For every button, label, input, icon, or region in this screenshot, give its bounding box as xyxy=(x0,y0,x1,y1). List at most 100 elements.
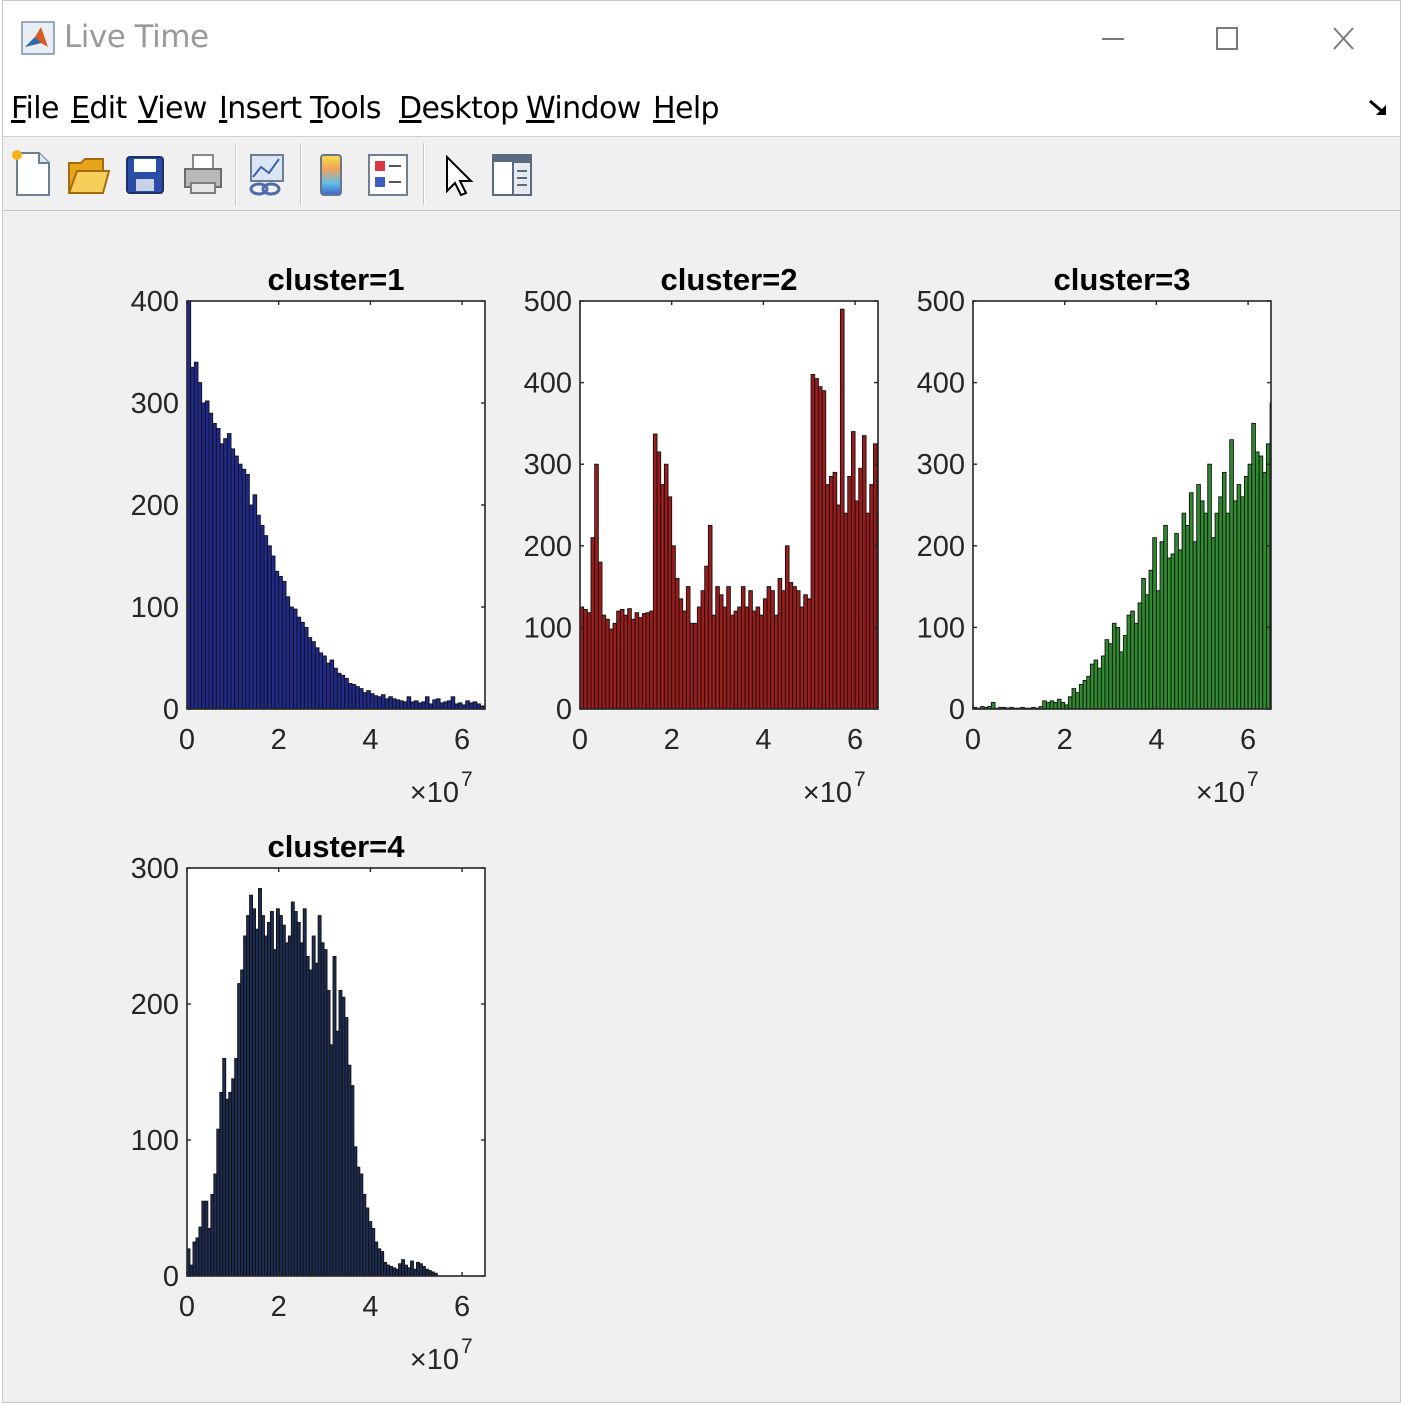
histogram-bar xyxy=(1254,451,1260,710)
insert-colorbar-button[interactable] xyxy=(309,147,355,199)
histogram-bar xyxy=(215,428,221,710)
histogram-bar xyxy=(1203,512,1209,710)
y-tick-label: 200 xyxy=(131,490,179,522)
histogram-bar xyxy=(373,695,379,710)
histogram-bar xyxy=(817,386,823,710)
histogram-bar xyxy=(340,674,346,710)
histogram-bar xyxy=(223,438,228,710)
histogram-bar xyxy=(300,621,305,710)
x-exponent-power: 7 xyxy=(461,1335,473,1358)
histogram-bar xyxy=(1119,651,1124,710)
y-tick-label: 500 xyxy=(917,286,965,318)
histogram-bar xyxy=(351,684,357,710)
histogram-bar xyxy=(292,608,298,710)
toolbar-separator xyxy=(423,143,425,205)
histogram-cluster-4[interactable]: 0 100 200 300 0 2 4 6 ×10 7 cluster=4 xyxy=(113,828,513,1398)
x-exponent-label: ×10 xyxy=(410,1344,459,1376)
histogram-bar xyxy=(1258,455,1264,710)
histogram-bar xyxy=(773,614,779,710)
property-inspector-button[interactable] xyxy=(489,147,535,199)
histogram-cluster-1[interactable]: 0 100 200 300 400 0 2 4 6 ×10 7 cluster=1 xyxy=(113,261,513,831)
menu-view[interactable]: View xyxy=(138,91,207,126)
menu-insert[interactable]: Insert xyxy=(219,91,302,126)
histogram-bar xyxy=(704,565,709,710)
y-tick-label: 300 xyxy=(131,853,179,885)
menu-edit[interactable]: Edit xyxy=(71,91,127,126)
save-icon xyxy=(126,156,164,194)
x-tick-label: 2 xyxy=(1057,724,1073,756)
histogram-bar xyxy=(1155,590,1161,710)
y-tick-label: 100 xyxy=(131,1125,179,1157)
print-button[interactable] xyxy=(181,147,227,199)
histogram-bar xyxy=(1093,659,1099,710)
histogram-bar xyxy=(248,504,254,710)
minimize-button[interactable] xyxy=(1084,11,1142,67)
histogram-bar xyxy=(810,373,816,710)
histogram-cluster-3[interactable]: 0 100 200 300 400 500 0 2 4 6 ×10 7 cluster=3 xyxy=(899,261,1299,831)
histogram-bar xyxy=(237,463,243,710)
save-button[interactable] xyxy=(123,147,169,199)
insert-legend-button[interactable] xyxy=(365,147,411,199)
histogram-bar xyxy=(1192,541,1198,710)
menu-tools[interactable]: Tools xyxy=(310,91,382,126)
y-tick-label: 0 xyxy=(163,1261,179,1293)
menu-desktop[interactable]: Desktop xyxy=(399,91,519,126)
histogram-bar xyxy=(682,610,687,710)
histogram-bar xyxy=(465,700,470,710)
histogram-bar xyxy=(1232,500,1238,710)
x-tick-label: 0 xyxy=(179,724,195,756)
y-tick-label: 200 xyxy=(917,531,965,563)
histogram-bar xyxy=(803,594,808,710)
y-tick-label: 200 xyxy=(524,531,572,563)
histogram-bar xyxy=(1214,512,1220,710)
histogram-bar xyxy=(1111,622,1117,710)
histogram-bar xyxy=(1163,524,1168,710)
histogram-bar xyxy=(685,586,691,710)
link-plot-button[interactable] xyxy=(243,147,289,199)
edit-plot-button[interactable] xyxy=(435,147,481,199)
close-button[interactable] xyxy=(1315,11,1373,67)
histogram-bar xyxy=(285,596,291,710)
histogram-bar xyxy=(1141,577,1146,710)
histogram-bar xyxy=(1207,463,1212,710)
histogram-bar xyxy=(1174,533,1179,710)
y-tick-label: 100 xyxy=(917,612,965,644)
histogram-bar xyxy=(384,698,390,710)
histogram-bar xyxy=(634,612,640,710)
x-tick-label: 0 xyxy=(179,1291,195,1323)
open-file-button[interactable] xyxy=(65,147,111,199)
histogram-bar xyxy=(296,616,302,710)
histogram-bar xyxy=(678,598,684,710)
histogram-bar xyxy=(259,524,265,710)
histogram-bar xyxy=(850,431,856,710)
histogram-bar xyxy=(344,677,349,710)
dock-arrow-icon[interactable] xyxy=(1366,95,1392,121)
histogram-bar xyxy=(347,683,353,710)
histogram-bar xyxy=(788,582,794,710)
histogram-bar xyxy=(828,475,834,710)
histogram-bar xyxy=(583,608,588,710)
histogram-cluster-2[interactable]: 0 100 200 300 400 500 0 2 4 6 ×10 7 cluster=2 xyxy=(506,261,906,831)
histogram-bar xyxy=(362,692,368,710)
menu-file[interactable]: File xyxy=(11,91,59,126)
menu-window[interactable]: Window xyxy=(526,91,641,126)
menu-help[interactable]: Help xyxy=(653,91,720,126)
maximize-button[interactable] xyxy=(1199,11,1257,67)
x-tick-label: 6 xyxy=(847,724,863,756)
y-tick-label: 0 xyxy=(556,694,572,726)
histogram-bar xyxy=(468,702,474,710)
x-tick-label: 6 xyxy=(1240,724,1256,756)
histogram-bar xyxy=(700,590,706,710)
histogram-bar xyxy=(263,535,269,710)
histogram-bar xyxy=(689,622,695,710)
chart-title: cluster=1 xyxy=(267,262,404,297)
x-tick-label: 2 xyxy=(271,724,287,756)
y-tick-label: 300 xyxy=(131,388,179,420)
histogram-bar xyxy=(814,378,819,710)
new-figure-button[interactable] xyxy=(9,147,55,199)
histogram-bar xyxy=(707,524,713,710)
y-tick-label: 0 xyxy=(163,694,179,726)
histogram-bar xyxy=(1122,635,1128,710)
histogram-bar xyxy=(825,484,830,710)
histogram-bar xyxy=(641,613,647,710)
